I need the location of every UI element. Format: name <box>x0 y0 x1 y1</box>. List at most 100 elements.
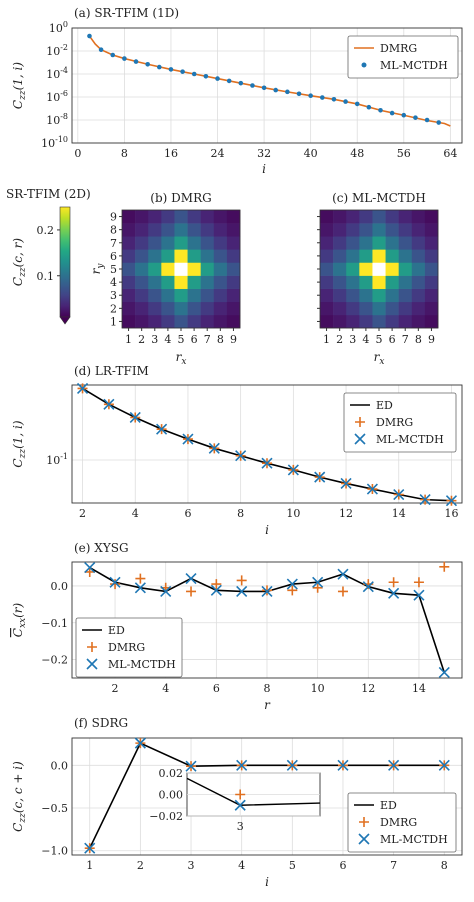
x-tick-label: 8 <box>121 147 128 160</box>
panel-title: (f) SDRG <box>74 716 128 730</box>
heatmap-cell <box>200 210 215 224</box>
y-tick-label: −0.1 <box>41 617 68 630</box>
legend-label-mlmctdh: ML-MCTDH <box>108 658 176 671</box>
data-point-mlmctdh <box>261 85 267 91</box>
legend-label-ed: ED <box>376 399 393 412</box>
data-point-mlmctdh <box>160 585 172 598</box>
data-point-mlmctdh <box>445 495 458 507</box>
heatmap-cell <box>424 314 439 329</box>
heatmap-cell <box>200 262 215 276</box>
data-point-mlmctdh <box>273 87 279 93</box>
plot-frame <box>71 27 463 144</box>
heatmap-cell <box>213 210 228 224</box>
y-tick-label: 10-4 <box>46 66 68 81</box>
heatmap-cell <box>161 249 175 263</box>
data-point-mlmctdh <box>401 112 407 118</box>
y-tick-label: 100 <box>49 20 68 35</box>
heatmap-cell <box>226 236 241 250</box>
x-tick-label: 14 <box>392 507 406 520</box>
heatmap-cell <box>346 275 360 289</box>
data-point-dmrg <box>135 573 146 584</box>
heatmap-cell <box>174 288 188 303</box>
legend-label-ed: ED <box>108 624 125 637</box>
heatmap-cell <box>174 249 188 263</box>
heatmap-cell <box>424 275 439 289</box>
y-axis-label: Czz(1, i) <box>11 420 28 467</box>
heatmap-cell <box>411 249 426 263</box>
panel-title: (d) LR-TFIM <box>74 364 149 378</box>
y-tick-label: 9 <box>110 211 117 224</box>
heatmap-cell <box>122 288 136 303</box>
x-tick-label: 8 <box>441 859 448 872</box>
heatmap-cell <box>148 236 162 250</box>
data-point-mlmctdh <box>436 120 442 125</box>
heatmap-cell <box>135 301 149 316</box>
heatmap-cell <box>320 288 334 303</box>
data-point-mlmctdh <box>156 423 168 435</box>
heatmap-cell <box>333 314 347 329</box>
x-axis-label: i <box>262 162 266 176</box>
data-point-dmrg <box>211 579 222 590</box>
heatmap-cell <box>320 314 334 329</box>
plot-frame <box>71 384 463 504</box>
data-point-mlmctdh <box>424 117 430 123</box>
data-point-mlmctdh <box>388 587 400 599</box>
heatmap-cell <box>385 249 399 263</box>
panel-f-sdrg: 1 2 3 4 5 6 7 8 0.0 −0.5 −1.0 (f) SDRG i Czz(c, c + i… <box>11 716 463 889</box>
heatmap-cell <box>320 275 334 289</box>
heatmap-cell <box>187 223 201 237</box>
x-tick-label: 16 <box>164 147 178 160</box>
heatmap-cell <box>187 236 201 250</box>
x-tick-label: 5 <box>178 333 185 346</box>
y-tick-label: 3 <box>110 289 117 302</box>
data-point-mlmctdh <box>110 52 116 58</box>
x-tick-label: 8 <box>217 333 224 346</box>
x-tick-label: 5 <box>376 333 383 346</box>
heatmap-cell <box>213 288 228 303</box>
data-point-mlmctdh <box>286 578 298 590</box>
plot-frame <box>71 561 463 679</box>
heatmap-cell <box>213 275 228 289</box>
heatmap-cell <box>174 262 188 276</box>
heatmap-cell <box>320 249 334 263</box>
data-point-dmrg <box>337 586 348 597</box>
legend-marker-dmrg <box>87 642 97 652</box>
heatmap-cell <box>161 223 175 237</box>
data-point-mlmctdh <box>235 450 247 462</box>
plot-frame <box>71 737 463 856</box>
x-tick-label: 8 <box>237 507 244 520</box>
heatmap-cell <box>398 288 413 303</box>
heatmap-cell <box>187 314 201 329</box>
heatmap-cell <box>213 301 228 316</box>
heatmap-cell <box>411 314 426 329</box>
x-tick-label: 8 <box>264 682 271 695</box>
x-tick-label: 5 <box>289 859 296 872</box>
x-tick-label: 2 <box>112 682 119 695</box>
legend-box <box>343 392 457 453</box>
heatmap-cell <box>398 275 413 289</box>
heatmap-cell <box>385 236 399 250</box>
y-tick-label: 4 <box>110 276 117 289</box>
heatmap-cell <box>385 223 399 237</box>
x-tick-label: 4 <box>164 333 171 346</box>
colorbar: 0.1 0.2 SR-TFIM (2D) Czz(c, r) <box>6 187 91 325</box>
y-axis-label: Czz(c, c + i) <box>11 761 28 832</box>
heatmap-cell <box>200 301 215 316</box>
heatmap-cell <box>424 249 439 263</box>
heatmap-cell <box>135 275 149 289</box>
data-point-mlmctdh <box>238 80 244 86</box>
data-point-dmrg <box>439 561 450 572</box>
panel-title: (a) SR-TFIM (1D) <box>74 6 179 20</box>
heatmap-cell <box>213 249 228 263</box>
colorbar-axis-label: Czz(c, r) <box>11 238 28 286</box>
heatmap-cell <box>359 223 373 237</box>
x-tick-label: 6 <box>339 859 346 872</box>
data-point-dmrg <box>110 579 121 590</box>
colorbar-title: SR-TFIM (2D) <box>6 187 91 201</box>
heatmap-cell <box>122 236 136 250</box>
heatmap-cell <box>200 236 215 250</box>
heatmap-cell <box>135 210 149 224</box>
data-point-mlmctdh <box>84 842 96 854</box>
heatmap-cell <box>424 262 439 276</box>
